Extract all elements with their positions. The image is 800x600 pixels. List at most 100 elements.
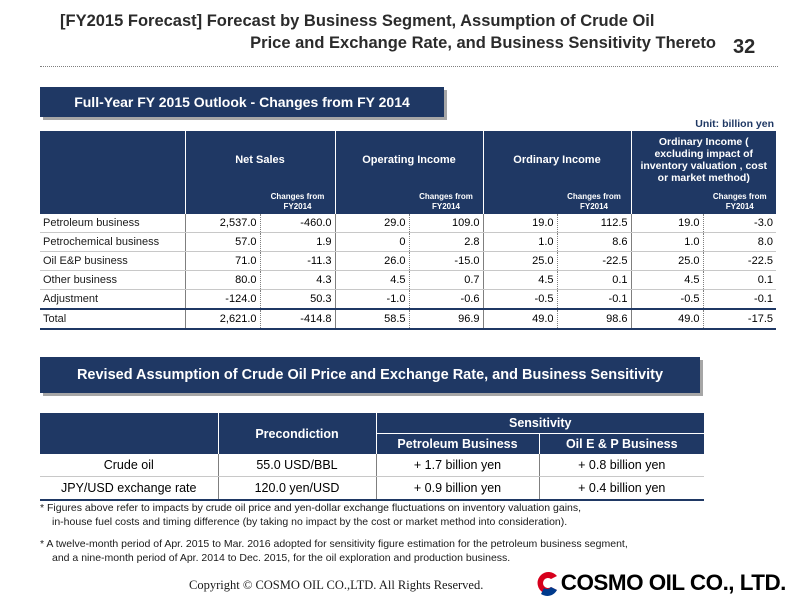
note-2: * A twelve-month period of Apr. 2015 to … [40, 537, 720, 565]
value-cell: 1.0 [482, 232, 557, 252]
precondiction-header: Precondiction [217, 413, 376, 454]
operating-income-header: Operating Income [334, 131, 483, 189]
page-number: 32 [733, 36, 756, 58]
table-row: Petroleum business 2,537.0 -460.0 29.0 109.0… [40, 214, 776, 233]
value-cell: 25.0 [482, 251, 557, 271]
precondiction-cell: 120.0 yen/USD [217, 476, 376, 501]
net-sales-value-subheader [184, 189, 260, 214]
change-cell: -0.6 [408, 289, 483, 310]
company-logo: COSMO OIL CO., LTD. [533, 570, 787, 596]
sensitivity-header: Sensitivity [375, 413, 704, 434]
change-cell: 112.5 [556, 214, 631, 233]
segment-label: Other business [40, 270, 185, 290]
table-row: Petrochemical business 57.0 1.9 0 2.8 1.0 8.6 1… [40, 232, 776, 252]
assumption-label: Crude oil [40, 454, 218, 477]
change-cell: -17.5 [702, 308, 776, 330]
table-row: Adjustment -124.0 50.3 -1.0 -0.6 -0.5 -0.1 -0.5… [40, 289, 776, 310]
change-cell: 0.1 [702, 270, 776, 290]
segment-header [40, 131, 185, 214]
assumption-header [40, 413, 218, 454]
change-cell: -414.8 [259, 308, 335, 330]
ordinary-excl-value-subheader [630, 189, 703, 214]
note-1: * Figures above refer to impacts by crud… [40, 501, 720, 529]
petroleum-business-header: Petroleum Business [375, 433, 539, 454]
segment-label: Adjustment [40, 289, 185, 310]
logo-text: COSMO OIL CO., LTD. [560, 570, 787, 595]
change-cell: -0.1 [556, 289, 631, 310]
change-cell: -0.1 [702, 289, 776, 310]
table-row: Total 2,621.0 -414.8 58.5 96.9 49.0 98.6 49.0 -1… [40, 308, 776, 330]
change-cell: 96.9 [408, 308, 483, 330]
note-2-line-1: * A twelve-month period of Apr. 2015 to … [40, 538, 628, 550]
cosmo-logo-icon [533, 570, 559, 596]
petroleum-sensitivity-cell: + 1.7 billion yen [375, 454, 539, 477]
value-cell: 19.0 [630, 214, 703, 233]
value-cell: 0 [334, 232, 409, 252]
change-cell: -22.5 [702, 251, 776, 271]
value-cell: -124.0 [184, 289, 260, 310]
table-row: Oil E&P business 71.0 -11.3 26.0 -15.0 25.0 -2… [40, 251, 776, 271]
operating-change-subheader: Changes from FY2014 [408, 189, 483, 214]
change-cell: 0.1 [556, 270, 631, 290]
value-cell: 49.0 [482, 308, 557, 330]
value-cell: 26.0 [334, 251, 409, 271]
outlook-table: Net Sales Operating Income Ordinary Inco… [40, 131, 776, 330]
slide-title: [FY2015 Forecast] Forecast by Business S… [60, 10, 720, 54]
ordinary-value-subheader [482, 189, 557, 214]
ordinary-excl-change-subheader: Changes from FY2014 [702, 189, 776, 214]
net-sales-header: Net Sales [184, 131, 335, 189]
ordinary-excl-header: Ordinary Income ( excluding impact of in… [630, 131, 776, 189]
operating-value-subheader [334, 189, 409, 214]
value-cell: 4.5 [630, 270, 703, 290]
change-cell: -460.0 [259, 214, 335, 233]
segment-label: Total [40, 308, 185, 330]
value-cell: -0.5 [630, 289, 703, 310]
title-divider [40, 66, 778, 67]
value-cell: 2,537.0 [184, 214, 260, 233]
sensitivity-heading: Revised Assumption of Crude Oil Price an… [40, 357, 700, 393]
value-cell: -0.5 [482, 289, 557, 310]
value-cell: 29.0 [334, 214, 409, 233]
change-cell: 8.0 [702, 232, 776, 252]
value-cell: 2,621.0 [184, 308, 260, 330]
change-cell: 50.3 [259, 289, 335, 310]
segment-label: Petroleum business [40, 214, 185, 233]
value-cell: -1.0 [334, 289, 409, 310]
value-cell: 80.0 [184, 270, 260, 290]
change-cell: -15.0 [408, 251, 483, 271]
note-2-line-2: and a nine-month period of Apr. 2014 to … [52, 552, 511, 564]
sensitivity-table: Precondiction Sensitivity Petroleum Busi… [40, 413, 704, 501]
change-cell: 109.0 [408, 214, 483, 233]
value-cell: 49.0 [630, 308, 703, 330]
ordinary-income-header: Ordinary Income [482, 131, 631, 189]
oil-ep-sensitivity-cell: + 0.8 billion yen [538, 454, 704, 477]
value-cell: 57.0 [184, 232, 260, 252]
title-line-1: [FY2015 Forecast] Forecast by Business S… [60, 12, 655, 30]
table-row: Other business 80.0 4.3 4.5 0.7 4.5 0.1 4.5 0.1 [40, 270, 776, 290]
title-line-2: Price and Exchange Rate, and Business Se… [250, 34, 716, 52]
net-sales-change-subheader: Changes from FY2014 [259, 189, 335, 214]
segment-label: Petrochemical business [40, 232, 185, 252]
change-cell: 98.6 [556, 308, 631, 330]
change-cell: 2.8 [408, 232, 483, 252]
unit-label: Unit: billion yen [695, 118, 774, 130]
value-cell: 4.5 [334, 270, 409, 290]
ordinary-change-subheader: Changes from FY2014 [556, 189, 631, 214]
petroleum-sensitivity-cell: + 0.9 billion yen [375, 476, 539, 501]
change-cell: -22.5 [556, 251, 631, 271]
change-cell: -11.3 [259, 251, 335, 271]
table-row: Crude oil 55.0 USD/BBL + 1.7 billion yen + … [40, 454, 704, 477]
value-cell: 19.0 [482, 214, 557, 233]
segment-label: Oil E&P business [40, 251, 185, 271]
oil-ep-business-header: Oil E & P Business [538, 433, 704, 454]
value-cell: 25.0 [630, 251, 703, 271]
oil-ep-sensitivity-cell: + 0.4 billion yen [538, 476, 704, 501]
precondiction-cell: 55.0 USD/BBL [217, 454, 376, 477]
change-cell: 0.7 [408, 270, 483, 290]
outlook-heading: Full-Year FY 2015 Outlook - Changes from… [40, 87, 444, 117]
table-row: JPY/USD exchange rate 120.0 yen/USD + 0.9 … [40, 476, 704, 501]
note-1-line-2: in-house fuel costs and timing differenc… [52, 516, 568, 528]
value-cell: 4.5 [482, 270, 557, 290]
note-1-line-1: * Figures above refer to impacts by crud… [40, 502, 582, 514]
value-cell: 71.0 [184, 251, 260, 271]
